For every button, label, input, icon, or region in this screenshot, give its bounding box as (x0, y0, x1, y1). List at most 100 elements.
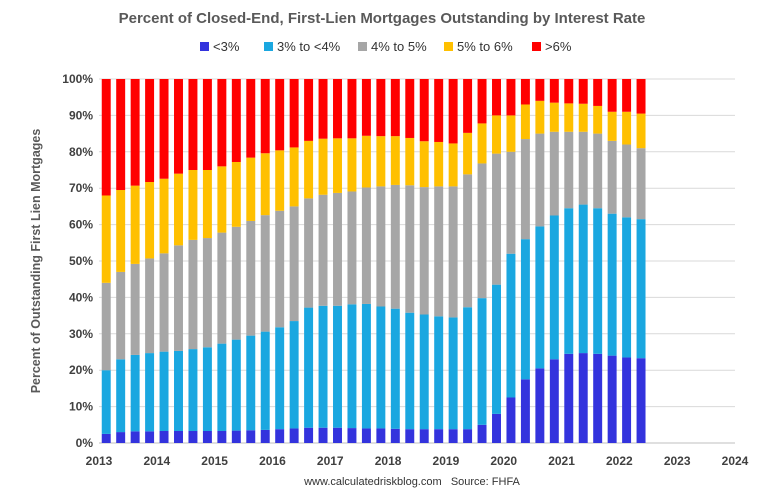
bar-segment-series-2 (202, 238, 212, 348)
bar-segment-series-4 (361, 79, 371, 136)
bar-segment-series-2 (419, 187, 429, 315)
bar-segment-series-4 (535, 79, 545, 101)
bar-segment-series-4 (289, 79, 299, 148)
bar-segment-series-1 (188, 349, 198, 431)
bar-segment-series-4 (434, 79, 444, 142)
bar-segment-series-3 (520, 104, 530, 140)
bar-segment-series-0 (520, 379, 530, 443)
bar-segment-series-0 (159, 430, 169, 443)
bar-segment-series-2 (361, 187, 371, 304)
bar-segment-series-1 (304, 307, 314, 428)
bar-segment-series-1 (564, 208, 574, 354)
bar-segment-series-0 (231, 430, 241, 443)
y-tick-label: 90% (69, 108, 93, 122)
bar-segment-series-2 (434, 186, 444, 317)
bar-segment-series-1 (463, 307, 473, 430)
bar-segment-series-2 (159, 253, 169, 352)
bar-segment-series-0 (564, 353, 574, 443)
bar-segment-series-4 (145, 79, 155, 183)
bar-segment-series-3 (159, 178, 169, 254)
bar-segment-series-3 (318, 138, 328, 195)
legend-swatch (532, 42, 541, 51)
bar-segment-series-4 (188, 79, 198, 170)
bar-segment-series-2 (188, 239, 198, 350)
bar-segment-series-3 (231, 161, 241, 227)
bar-segment-series-3 (448, 143, 458, 187)
bar-segment-series-0 (578, 353, 588, 443)
bar-segment-series-3 (217, 166, 227, 233)
bar-segment-series-4 (622, 79, 632, 112)
x-tick-label: 2013 (86, 454, 113, 468)
bar-segment-series-4 (130, 79, 140, 186)
bar-segment-series-1 (448, 317, 458, 430)
bar-segment-series-4 (159, 79, 169, 179)
bar-segment-series-0 (593, 353, 603, 443)
bar-segment-series-3 (477, 123, 487, 164)
y-tick-label: 0% (76, 436, 94, 450)
bar-segment-series-1 (405, 312, 415, 430)
bar-segment-series-3 (376, 136, 386, 187)
bar-segment-series-0 (622, 357, 632, 443)
bar-segment-series-2 (636, 148, 646, 220)
bar-segment-series-3 (116, 190, 126, 272)
bar-segment-series-1 (174, 350, 183, 431)
bar-segment-series-0 (506, 397, 516, 443)
bar-segment-series-3 (333, 138, 342, 193)
bar-segment-series-3 (593, 105, 603, 134)
bar-segment-series-2 (492, 153, 501, 285)
bar-segment-series-4 (376, 79, 386, 137)
legend-label: 5% to 6% (457, 39, 513, 54)
bar-segment-series-4 (260, 79, 270, 154)
bar-segment-series-4 (520, 79, 530, 105)
bar-segment-series-3 (289, 147, 299, 207)
bar-segment-series-4 (492, 79, 501, 116)
bar-segment-series-4 (636, 79, 646, 114)
bar-segment-series-1 (549, 215, 559, 360)
legend-label: 3% to <4% (277, 39, 341, 54)
bar-segment-series-2 (318, 194, 328, 306)
source-note: www.calculatedriskblog.com Source: FHFA (303, 476, 520, 488)
y-tick-label: 40% (69, 290, 93, 304)
bars (101, 79, 646, 443)
bar-segment-series-0 (130, 431, 140, 443)
y-tick-label: 70% (69, 181, 93, 195)
bar-segment-series-3 (246, 157, 256, 221)
bar-segment-series-3 (636, 113, 646, 149)
bar-segment-series-2 (607, 140, 617, 214)
bar-segment-series-1 (622, 217, 632, 358)
x-tick-label: 2020 (490, 454, 517, 468)
legend-swatch (264, 42, 273, 51)
x-tick-label: 2019 (433, 454, 460, 468)
bar-segment-series-2 (564, 131, 574, 209)
bar-segment-series-0 (607, 355, 617, 443)
x-tick-label: 2022 (606, 454, 633, 468)
bar-segment-series-0 (434, 429, 444, 443)
bar-segment-series-3 (347, 138, 357, 192)
bar-segment-series-2 (217, 232, 227, 344)
bar-segment-series-4 (174, 79, 183, 174)
bar-segment-series-2 (520, 139, 530, 240)
y-tick-label: 50% (69, 254, 93, 268)
y-tick-label: 100% (62, 72, 93, 86)
y-tick-label: 80% (69, 145, 93, 159)
bar-segment-series-1 (246, 335, 256, 431)
bar-segment-series-0 (347, 428, 357, 443)
legend: <3% 3% to <4% 4% to 5% 5% to 6% >6% (200, 39, 572, 54)
bar-segment-series-2 (116, 271, 126, 360)
bar-segment-series-0 (318, 427, 328, 443)
bar-segment-series-2 (463, 174, 473, 308)
bar-segment-series-0 (448, 429, 458, 443)
bar-segment-series-2 (477, 163, 487, 299)
y-axis-label: Percent of Outstanding First Lien Mortga… (29, 129, 43, 394)
bar-segment-series-3 (405, 137, 415, 186)
y-tick-label: 30% (69, 327, 93, 341)
bar-segment-series-0 (390, 428, 400, 443)
bar-segment-series-2 (130, 263, 140, 355)
bar-segment-series-4 (578, 79, 588, 104)
x-tick-label: 2014 (143, 454, 170, 468)
bar-segment-series-4 (549, 79, 559, 103)
bar-segment-series-2 (448, 186, 458, 318)
bar-segment-series-2 (347, 191, 357, 305)
bar-segment-series-2 (506, 151, 516, 254)
y-tick-label: 60% (69, 218, 93, 232)
